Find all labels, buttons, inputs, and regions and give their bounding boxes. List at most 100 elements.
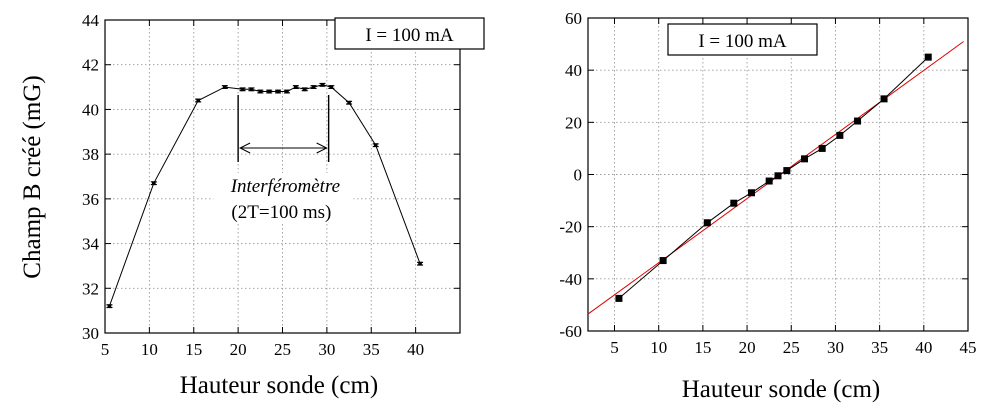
left-data-point	[248, 87, 255, 92]
left-data-point	[417, 261, 424, 266]
left-data-point	[292, 85, 299, 90]
left-marker	[311, 85, 316, 89]
left-y-tick-label: 44	[82, 11, 100, 30]
left-marker	[258, 89, 263, 94]
left-data-point	[150, 181, 157, 186]
right-legend-frame	[667, 23, 818, 56]
left-y-tick-label: 36	[82, 190, 99, 209]
right-x-tick-label: 35	[871, 338, 888, 357]
left-marker	[285, 89, 289, 94]
left-panel: 5 10 15 20 25 30 35 40 30 32 34 36 38 40 42 44 Interfér…	[19, 11, 485, 399]
right-x-tick-label: 20	[739, 338, 756, 357]
left-data-point	[372, 143, 379, 148]
right-tick-marks	[588, 17, 969, 332]
left-marker	[196, 98, 200, 103]
left-data-point	[328, 85, 335, 90]
right-x-tick-label: 30	[827, 338, 844, 357]
left-marker	[418, 261, 422, 266]
right-series	[615, 53, 932, 302]
left-tick-labels: 5 10 15 20 25 30 35 40 30 32 34 36 38 40 42 44	[82, 11, 424, 359]
right-x-axis-title: Hauteur sonde (cm)	[682, 376, 881, 403]
right-x-tick-label: 10	[650, 338, 667, 357]
left-x-tick-label: 15	[185, 340, 202, 359]
left-annotation: Interféromètre (2T=100 ms)	[213, 95, 354, 223]
left-marker	[249, 87, 254, 92]
right-y-tick-label: -60	[559, 322, 582, 341]
left-data-point	[266, 89, 273, 94]
left-data-point	[257, 89, 264, 94]
left-x-axis-title: Hauteur sonde (cm)	[180, 372, 379, 399]
right-x-tick-label: 15	[694, 338, 711, 357]
interferometer-label: Interféromètre	[230, 176, 340, 197]
right-y-tick-label: 40	[565, 61, 582, 80]
right-data-point	[783, 167, 791, 175]
left-series	[106, 82, 424, 309]
arrow-head-right	[316, 142, 328, 154]
right-data-point	[880, 95, 888, 103]
left-y-tick-label: 38	[82, 145, 99, 164]
left-data-point	[195, 98, 202, 103]
right-data-point	[836, 131, 844, 139]
left-marker	[302, 87, 307, 92]
left-data-point	[275, 89, 282, 94]
right-data-point	[703, 219, 711, 227]
interferometer-duration-label: (2T=100 ms)	[231, 202, 331, 223]
left-data-point	[106, 304, 113, 309]
left-marker	[267, 89, 271, 94]
left-x-tick-label: 5	[101, 340, 110, 359]
left-data-point	[310, 85, 317, 90]
left-series-line	[108, 84, 421, 307]
left-x-tick-label: 40	[407, 340, 424, 359]
left-marker	[347, 100, 351, 105]
right-data-point	[747, 189, 755, 197]
right-data-point	[924, 53, 932, 61]
left-legend-frame	[334, 17, 485, 50]
right-x-tick-label: 25	[783, 338, 800, 357]
right-data-point	[730, 199, 738, 207]
left-data-point	[319, 82, 326, 87]
right-legend-text: I = 100 mA	[698, 31, 787, 52]
left-marker	[329, 85, 334, 89]
right-x-tick-label: 5	[610, 338, 619, 357]
left-x-tick-label: 25	[274, 340, 291, 359]
left-legend-text: I = 100 mA	[365, 25, 454, 46]
left-y-axis-title: Champ B créé (mG)	[19, 75, 46, 278]
left-y-tick-label: 32	[82, 279, 99, 298]
left-marker	[373, 143, 378, 147]
right-data-point	[774, 172, 782, 180]
left-marker	[240, 87, 245, 92]
right-y-tick-label: 0	[574, 166, 583, 185]
right-y-tick-label: 20	[565, 113, 582, 132]
right-y-tick-label: -40	[559, 270, 582, 289]
left-data-point	[239, 87, 246, 92]
right-x-tick-label: 40	[915, 338, 932, 357]
left-x-tick-label: 30	[318, 340, 335, 359]
right-panel: 5 10 15 20 25 30 35 40 45 -60 -40 -20 0 20 40 60 I = 10…	[559, 9, 976, 403]
left-y-tick-label: 40	[82, 100, 99, 119]
left-tick-marks	[104, 19, 460, 334]
right-legend-box: I = 100 mA	[667, 23, 818, 56]
arrow-head-left	[239, 142, 251, 154]
left-y-tick-label: 34	[82, 235, 100, 254]
left-legend-box: I = 100 mA	[334, 17, 485, 50]
left-marker	[276, 89, 280, 94]
left-data-point	[221, 85, 228, 90]
right-y-tick-label: 60	[565, 9, 582, 28]
right-data-point	[801, 155, 809, 163]
left-data-point	[301, 87, 308, 92]
right-data-point	[615, 294, 623, 302]
right-x-tick-label: 45	[960, 338, 977, 357]
left-y-tick-label: 30	[82, 324, 99, 343]
right-tick-labels: 5 10 15 20 25 30 35 40 45 -60 -40 -20 0 20 40 60	[559, 9, 976, 357]
right-gridlines	[588, 18, 968, 331]
left-y-tick-label: 42	[82, 56, 99, 75]
interferometer-label-bg	[213, 173, 354, 223]
left-marker	[320, 83, 325, 87]
left-marker	[294, 85, 298, 89]
left-x-tick-label: 10	[141, 340, 158, 359]
left-data-point	[346, 100, 353, 105]
right-data-point	[854, 117, 862, 125]
left-marker	[223, 85, 227, 89]
